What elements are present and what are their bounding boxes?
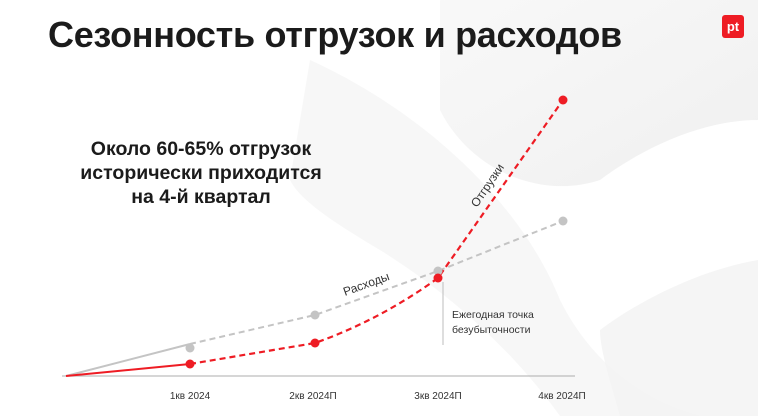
- expenses-label: Расходы: [341, 269, 391, 299]
- callout-text: Около 60-65% отгрузок исторически приход…: [70, 137, 332, 209]
- callout-line: Около 60-65% отгрузок: [90, 138, 312, 160]
- x-tick-label: 1кв 2024: [169, 391, 211, 402]
- x-tick-label: 3кв 2024П: [414, 391, 462, 402]
- x-tick-label: 4кв 2024П: [538, 391, 586, 402]
- x-tick-label: 2кв 2024П: [289, 391, 337, 402]
- callout-line: исторически приходится: [80, 162, 322, 184]
- shipments-points: [185, 95, 568, 369]
- pt-logo: pt: [722, 15, 744, 38]
- breakeven-label-line: Ежегодная точка: [452, 309, 534, 321]
- expenses-points: [185, 216, 568, 353]
- breakeven-label-line: безубыточности: [452, 324, 531, 336]
- breakeven-label: Ежегодная точка безубыточности: [452, 308, 534, 338]
- page-title: Сезонность отгрузок и расходов: [48, 14, 622, 55]
- shipments-line: [189, 99, 564, 366]
- callout-line: на 4-й квартал: [131, 186, 271, 208]
- expenses-line: [189, 220, 564, 345]
- shipments-label: Отгрузки: [468, 161, 507, 210]
